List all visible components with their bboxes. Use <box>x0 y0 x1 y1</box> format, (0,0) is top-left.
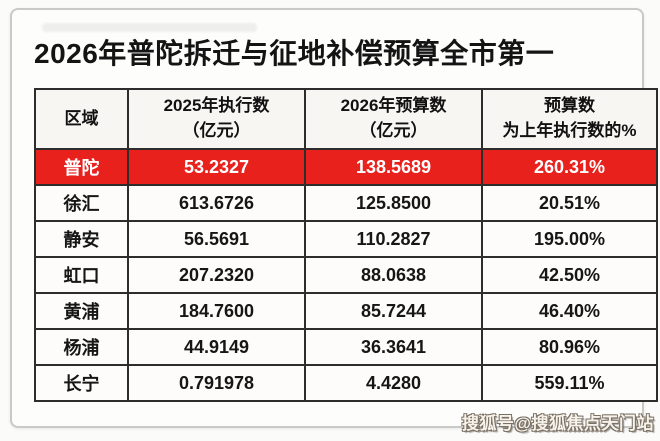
cell-district: 虹口 <box>34 256 129 294</box>
cell-budget-2026: 125.8500 <box>304 184 483 222</box>
col-header-label: 区域 <box>64 108 99 128</box>
col-header-label: 2025年执行数 <box>163 96 270 116</box>
cell-exec-2025: 184.7600 <box>127 292 306 330</box>
faint-watermark-smudge <box>42 23 257 32</box>
col-header-label: 2026年预算数 <box>340 96 447 116</box>
sohu-watermark: 搜狐号@搜狐焦点天门站 <box>461 414 654 433</box>
col-header-budget-2026: 2026年预算数 （亿元） <box>304 88 483 150</box>
cell-district: 黄浦 <box>34 292 129 330</box>
cell-ratio: 260.31% <box>481 148 658 186</box>
cell-budget-2026: 4.4280 <box>304 364 483 402</box>
cell-ratio: 42.50% <box>481 256 658 294</box>
cell-district: 静安 <box>34 220 129 258</box>
cell-district: 杨浦 <box>34 328 129 366</box>
col-header-exec-2025: 2025年执行数 （亿元） <box>127 88 306 150</box>
cell-ratio: 195.00% <box>481 220 658 258</box>
table-row-xuhui: 徐汇 613.6726 125.8500 20.51% <box>34 184 658 222</box>
cell-ratio: 80.96% <box>481 328 658 366</box>
col-header-district: 区域 <box>34 88 129 150</box>
content-card: 2026年普陀拆迁与征地补偿预算全市第一 区域 2025年执行数 （亿元） 20… <box>10 8 658 428</box>
table-row-yangpu: 杨浦 44.9149 36.3641 80.96% <box>34 328 658 366</box>
cell-district: 徐汇 <box>34 184 129 222</box>
cell-district: 普陀 <box>34 148 129 186</box>
col-header-unit: （亿元） <box>182 121 251 140</box>
cell-ratio: 20.51% <box>481 184 658 222</box>
cell-budget-2026: 138.5689 <box>304 148 483 186</box>
budget-table: 区域 2025年执行数 （亿元） 2026年预算数 （亿元） 预算数 为上年执行… <box>34 88 658 402</box>
cell-district: 长宁 <box>34 364 129 402</box>
cell-budget-2026: 110.2827 <box>304 220 483 258</box>
cell-budget-2026: 36.3641 <box>304 328 483 366</box>
cell-exec-2025: 207.2320 <box>127 256 306 294</box>
cell-budget-2026: 88.0638 <box>304 256 483 294</box>
table-body: 普陀 53.2327 138.5689 260.31% 徐汇 613.6726 … <box>34 148 658 402</box>
col-header-label: 预算数 <box>544 96 595 116</box>
table-row-huangpu: 黄浦 184.7600 85.7244 46.40% <box>34 292 658 330</box>
cell-exec-2025: 0.791978 <box>127 364 306 402</box>
col-header-label: 为上年执行数的% <box>502 121 637 140</box>
table-row-changning: 长宁 0.791978 4.4280 559.11% <box>34 364 658 402</box>
page-title: 2026年普陀拆迁与征地补偿预算全市第一 <box>34 38 555 69</box>
col-header-ratio: 预算数 为上年执行数的% <box>481 88 658 150</box>
cell-exec-2025: 44.9149 <box>127 328 306 366</box>
table-row-jingan: 静安 56.5691 110.2827 195.00% <box>34 220 658 258</box>
header-row: 区域 2025年执行数 （亿元） 2026年预算数 （亿元） 预算数 为上年执行… <box>34 88 658 150</box>
table-row-putuo: 普陀 53.2327 138.5689 260.31% <box>34 148 658 186</box>
cell-exec-2025: 613.6726 <box>127 184 306 222</box>
cell-exec-2025: 53.2327 <box>127 148 306 186</box>
table-header: 区域 2025年执行数 （亿元） 2026年预算数 （亿元） 预算数 为上年执行… <box>34 88 658 150</box>
cell-budget-2026: 85.7244 <box>304 292 483 330</box>
col-header-unit: （亿元） <box>359 121 428 140</box>
cell-exec-2025: 56.5691 <box>127 220 306 258</box>
table-row-hongkou: 虹口 207.2320 88.0638 42.50% <box>34 256 658 294</box>
cell-ratio: 46.40% <box>481 292 658 330</box>
cell-ratio: 559.11% <box>481 364 658 402</box>
